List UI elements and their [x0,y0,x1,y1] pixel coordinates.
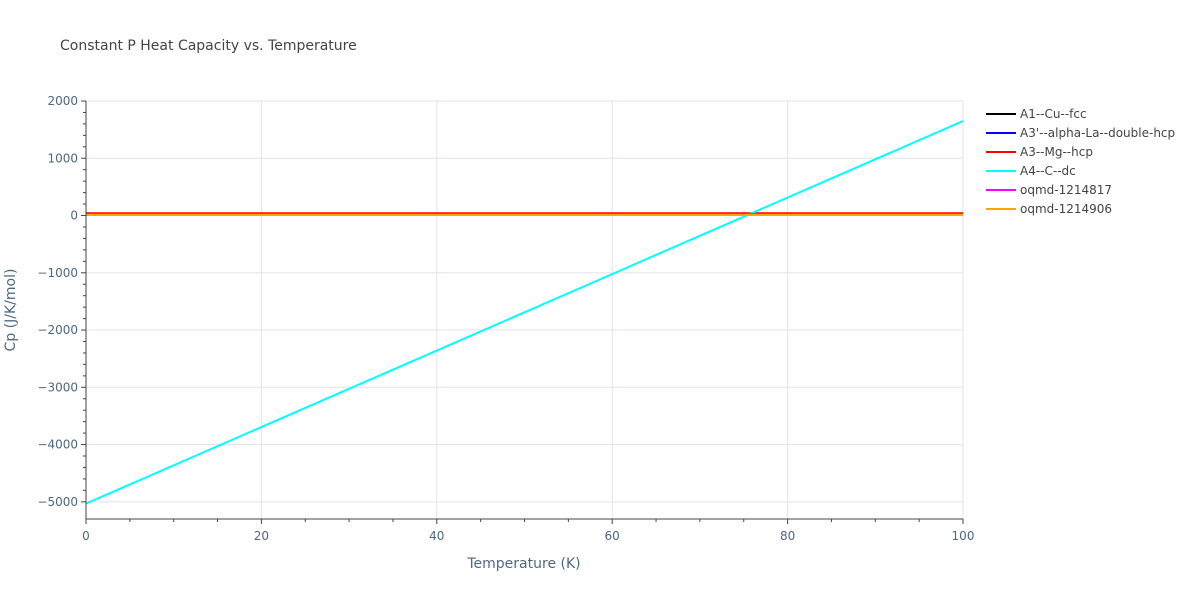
x-tick-label: 80 [780,529,795,543]
x-tick-label: 0 [82,529,90,543]
axes-layer: 0 20 40 60 80 100 2000 1000 0 −1000 −2000 −3000 −400… [37,94,974,543]
x-tick-label: 100 [952,529,975,543]
x-tick-label: 40 [429,529,444,543]
series-layer [85,120,964,505]
legend[interactable]: A1--Cu--fcc A3'--alpha-La--double-hcp A3--… [986,107,1175,216]
legend-item[interactable]: oqmd-1214817 [986,183,1112,197]
x-tick-label: 20 [254,529,269,543]
grid-layer [86,100,964,519]
y-tick-label: −4000 [37,438,78,452]
series-line [85,120,964,505]
legend-label: oqmd-1214817 [1020,183,1112,197]
y-tick-label: 2000 [47,94,78,108]
y-tick-label: −1000 [37,266,78,280]
x-tick-label: 60 [605,529,620,543]
y-tick-label: −5000 [37,495,78,509]
chart-title: Constant P Heat Capacity vs. Temperature [60,38,357,54]
x-axis-label: Temperature (K) [466,556,580,572]
legend-item[interactable]: oqmd-1214906 [986,202,1112,216]
legend-item[interactable]: A3--Mg--hcp [986,145,1093,159]
legend-label: A3--Mg--hcp [1020,145,1093,159]
legend-item[interactable]: A4--C--dc [986,164,1076,178]
y-tick-label: 1000 [47,151,78,165]
legend-item[interactable]: A1--Cu--fcc [986,107,1087,121]
y-axis-label: Cp (J/K/mol) [3,269,19,352]
legend-label: oqmd-1214906 [1020,202,1112,216]
y-tick-label: −2000 [37,323,78,337]
y-tick-label: −3000 [37,380,78,394]
legend-label: A4--C--dc [1020,164,1076,178]
legend-label: A3'--alpha-La--double-hcp [1020,126,1175,140]
legend-item[interactable]: A3'--alpha-La--double-hcp [986,126,1175,140]
y-tick-label: 0 [70,209,78,223]
legend-label: A1--Cu--fcc [1020,107,1087,121]
